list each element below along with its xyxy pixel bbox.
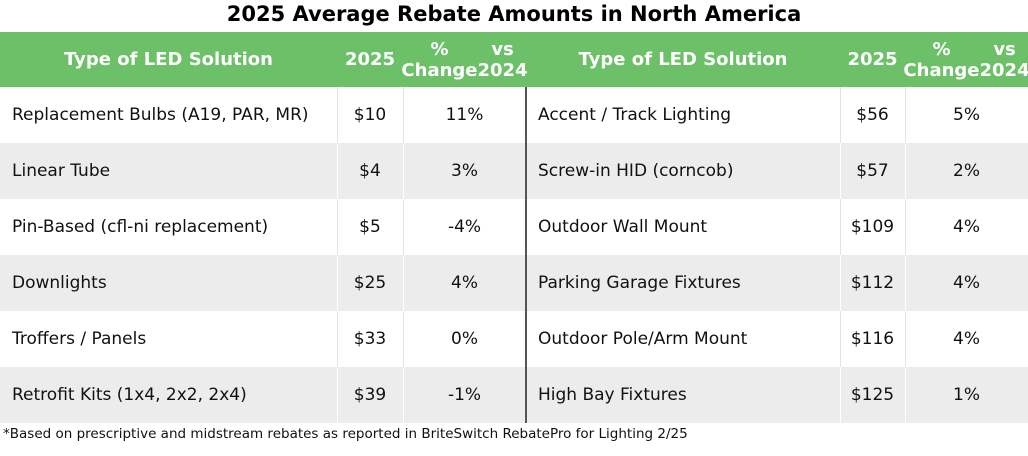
cell-separator [337, 311, 338, 367]
column-header-left-0: Type of LED Solution [0, 32, 337, 87]
table-header: Type of LED Solution 2025% Change vs 2024 T… [0, 32, 1028, 87]
cell-separator [840, 143, 841, 199]
rebate-2025: $10 [353, 105, 387, 125]
column-header-text: vs 2024 [477, 38, 528, 81]
column-header-text: 2025 [344, 49, 396, 70]
rebate-2025: $57 [856, 161, 889, 181]
column-header-left-1: 2025 [337, 32, 403, 87]
cell-separator [905, 87, 906, 143]
cell-separator [840, 311, 841, 367]
cell-separator [840, 367, 841, 423]
cell-separator [905, 311, 906, 367]
cell-separator [403, 311, 404, 367]
percent-change: 5% [953, 105, 980, 125]
solution-name: Downlights [12, 273, 107, 293]
rebate-2025: $25 [353, 273, 387, 293]
table-title: 2025 Average Rebate Amounts in North Ame… [226, 2, 802, 26]
solution-name: Pin-Based (cfl-ni replacement) [12, 217, 269, 237]
table-row: Troffers / Panels $33 0% Outdoor Pole/Arm M… [0, 311, 1028, 367]
percent-change: 3% [451, 161, 478, 181]
table-row: Replacement Bulbs (A19, PAR, MR) $10 11% Ac… [0, 87, 1028, 143]
cell-separator [840, 255, 841, 311]
solution-name: Retrofit Kits (1x4, 2x2, 2x4) [12, 385, 247, 405]
solution-name: Screw-in HID (corncob) [538, 161, 734, 181]
table-row: Downlights $25 4% Parking Garage Fixtures $1… [0, 255, 1028, 311]
cell-separator [840, 87, 841, 143]
table-row: Pin-Based (cfl-ni replacement) $5 -4% Outdo… [0, 199, 1028, 255]
cell-separator [905, 199, 906, 255]
rebate-2025: $39 [353, 385, 387, 405]
cell-separator [905, 143, 906, 199]
cell-separator [403, 255, 404, 311]
column-header-text: % Change [401, 38, 478, 81]
cell-separator [905, 255, 906, 311]
cell-separator [840, 199, 841, 255]
solution-name: Parking Garage Fixtures [538, 273, 741, 293]
column-header-text: % Change [903, 38, 980, 81]
column-header-text: Type of LED Solution [64, 49, 273, 70]
solution-name: Linear Tube [12, 161, 111, 181]
column-header-right-0: Type of LED Solution [526, 32, 840, 87]
rebate-2025: $4 [359, 161, 381, 181]
column-header-right-2: % Change vs 2024 [903, 32, 1028, 87]
solution-name: Outdoor Wall Mount [538, 217, 708, 237]
half-divider [525, 87, 527, 423]
cell-separator [337, 367, 338, 423]
percent-change: 4% [953, 273, 980, 293]
percent-change: 1% [953, 385, 980, 405]
cell-separator [337, 199, 338, 255]
solution-name: Troffers / Panels [12, 329, 147, 349]
cell-separator [905, 367, 906, 423]
cell-separator [403, 143, 404, 199]
percent-change: 4% [451, 273, 478, 293]
column-header-text: 2025 [847, 49, 898, 70]
rebate-2025: $109 [850, 217, 895, 237]
solution-name: Replacement Bulbs (A19, PAR, MR) [12, 105, 309, 125]
column-header-left-2: % Change vs 2024 [401, 32, 528, 87]
footnote: *Based on prescriptive and midstream reb… [3, 426, 688, 442]
percent-change: -1% [447, 385, 482, 405]
rebate-2025: $125 [850, 385, 895, 405]
rebate-2025: $112 [850, 273, 895, 293]
column-header-text: Type of LED Solution [578, 49, 788, 70]
percent-change: 2% [953, 161, 980, 181]
table-row: Linear Tube $4 3% Screw-in HID (corncob) $57… [0, 143, 1028, 199]
cell-separator [403, 199, 404, 255]
cell-separator [403, 87, 404, 143]
percent-change: 4% [953, 329, 980, 349]
solution-name: Outdoor Pole/Arm Mount [538, 329, 748, 349]
column-header-text: vs 2024 [979, 38, 1028, 81]
rebate-2025: $116 [850, 329, 895, 349]
column-header-right-1: 2025 [840, 32, 905, 87]
table-row: Retrofit Kits (1x4, 2x2, 2x4) $39 -1% High … [0, 367, 1028, 423]
rebate-2025: $56 [856, 105, 889, 125]
percent-change: -4% [447, 217, 482, 237]
percent-change: 0% [451, 329, 478, 349]
cell-separator [337, 255, 338, 311]
rebate-2025: $33 [353, 329, 387, 349]
cell-separator [403, 367, 404, 423]
solution-name: High Bay Fixtures [538, 385, 687, 405]
percent-change: 11% [445, 105, 484, 125]
cell-separator [337, 143, 338, 199]
cell-separator [337, 87, 338, 143]
rebate-2025: $5 [359, 217, 381, 237]
solution-name: Accent / Track Lighting [538, 105, 732, 125]
percent-change: 4% [953, 217, 980, 237]
